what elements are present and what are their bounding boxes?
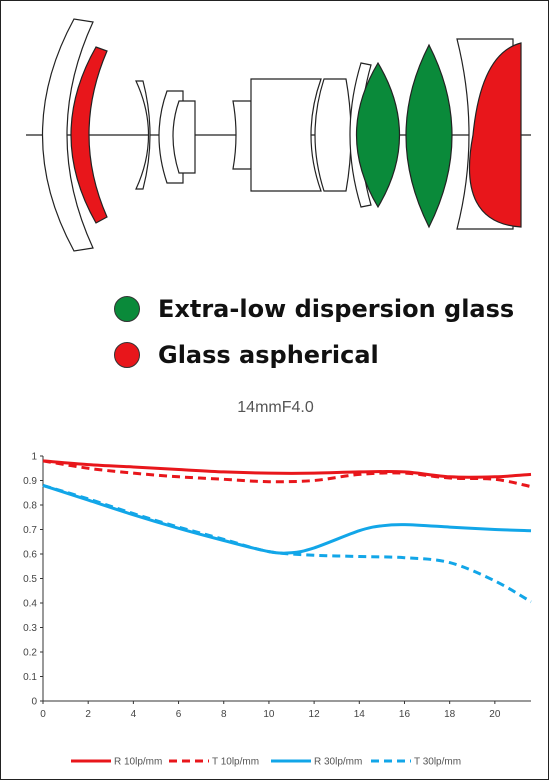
x-tick-label: 8 <box>221 709 227 720</box>
lens-element-5 <box>232 100 252 170</box>
x-tick-label: 16 <box>399 709 411 720</box>
series-line-r-30lp-mm <box>42 483 532 555</box>
x-tick-label: 4 <box>131 709 137 720</box>
ed-element-1 <box>356 61 400 209</box>
x-tick-label: 14 <box>354 709 366 720</box>
x-tick-label: 10 <box>263 709 275 720</box>
series-line-t-10lp-mm <box>42 459 532 489</box>
legend-label-t-30lp-mm: T 30lp/mm <box>414 757 461 768</box>
y-tick-label: 0.1 <box>23 672 37 683</box>
y-tick-label: 0.2 <box>23 648 37 659</box>
series-line-r-10lp-mm <box>42 459 532 479</box>
y-tick-label: 0.6 <box>23 550 37 561</box>
lens-element-7 <box>314 78 352 192</box>
aspherical-label: Glass aspherical <box>158 341 379 369</box>
series-line-t-30lp-mm <box>42 483 532 604</box>
legend-label-r-30lp-mm: R 30lp/mm <box>314 757 362 768</box>
lens-element-4 <box>172 100 196 174</box>
mtf-chart: 00.10.20.30.40.50.60.70.80.910 2 4 6 8 10 12 14… <box>23 452 532 768</box>
chart-axes: 00.10.20.30.40.50.60.70.80.910 2 4 6 8 10 12 14… <box>23 452 531 720</box>
y-tick-label: 1 <box>31 452 37 463</box>
y-tick-label: 0.9 <box>23 476 37 487</box>
x-tick-label: 6 <box>176 709 182 720</box>
chart-title: 14mmF4.0 <box>237 399 314 416</box>
y-tick-label: 0.7 <box>23 525 37 536</box>
legend-label-t-10lp-mm: T 10lp/mm <box>212 757 259 768</box>
ed-element-2 <box>405 43 453 229</box>
legend-ed-glass: Extra-low dispersion glass <box>114 289 514 329</box>
y-tick-label: 0.3 <box>23 623 37 634</box>
legend-aspherical: Glass aspherical <box>114 335 379 375</box>
lens-diagram <box>26 18 531 252</box>
chart-series <box>42 459 532 604</box>
y-tick-label: 0 <box>31 697 37 708</box>
x-tick-label: 18 <box>444 709 456 720</box>
ed-glass-swatch <box>114 296 140 322</box>
front-meniscus-lens <box>41 18 94 252</box>
y-tick-label: 0.5 <box>23 574 37 585</box>
legend-label-r-10lp-mm: R 10lp/mm <box>114 757 162 768</box>
lens-element-2 <box>135 80 151 190</box>
aspherical-element-rear <box>469 42 522 228</box>
ed-glass-label: Extra-low dispersion glass <box>158 295 515 323</box>
y-tick-label: 0.8 <box>23 501 37 512</box>
lens-element-6 <box>250 78 322 192</box>
x-tick-label: 12 <box>309 709 321 720</box>
chart-legend: R 10lp/mm T 10lp/mm R 30lp/mm T 30lp/mm <box>71 757 461 768</box>
x-tick-label: 2 <box>85 709 91 720</box>
x-tick-label: 20 <box>489 709 501 720</box>
x-tick-label: 0 <box>40 709 46 720</box>
aspherical-swatch <box>114 342 140 368</box>
y-tick-label: 0.4 <box>23 599 37 610</box>
aspherical-element-front <box>70 46 108 224</box>
